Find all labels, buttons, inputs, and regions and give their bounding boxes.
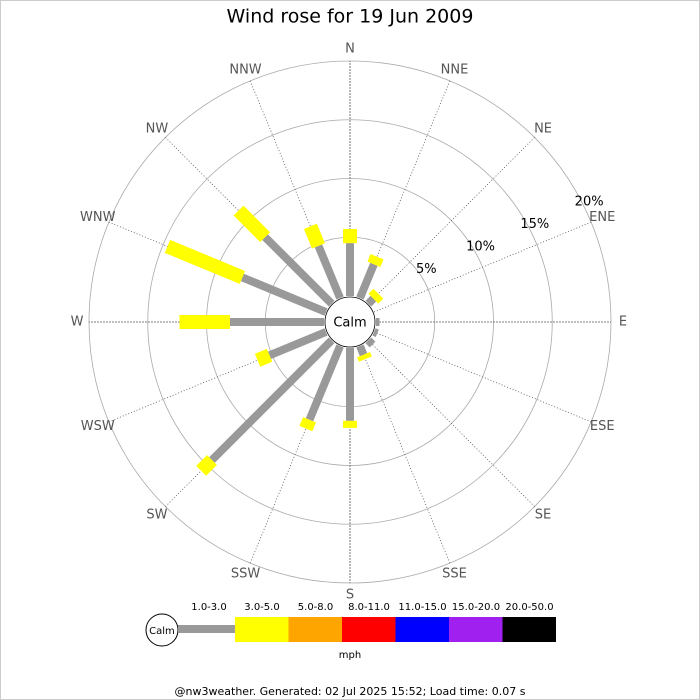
bar-segment [262,234,335,307]
bar-segment [267,328,328,360]
bar-segment [314,244,344,300]
bar-segment [365,295,377,307]
bar-segment [303,223,325,249]
direction-axis [373,221,592,313]
legend-swatch [502,617,556,642]
direction-label: N [345,42,355,57]
direction-label: W [71,315,84,330]
legend-label: 11.0-15.0 [398,602,446,613]
r-tick-label: 15% [520,217,549,232]
grid-ring [147,119,553,525]
direction-label: ENE [589,210,615,225]
bar-segment [164,239,246,284]
legend-label: 1.0-3.0 [191,602,226,613]
legend-label: 3.0-5.0 [244,602,279,613]
legend-swatch [235,617,289,642]
bar-segment [305,344,344,422]
legend-swatch [395,617,449,642]
direction-label: SSE [442,567,467,582]
bar-segment [367,254,384,268]
legend-swatch [178,625,235,633]
direction-axis [368,137,535,304]
legend-swatch [449,617,503,642]
bar-segment [299,417,316,432]
bar-segment [356,344,368,357]
direction-axis [359,345,451,564]
legend-swatch [342,617,396,642]
direction-label: SE [535,508,551,523]
unit-label: mph [339,650,361,661]
bar-segment [357,352,372,362]
direction-axis [373,331,592,423]
bar-segment [209,337,335,463]
calm-label: Calm [333,316,366,331]
footer: @nw3weather. Generated: 02 Jul 2025 15:5… [175,685,526,698]
r-tick-label: 5% [416,262,437,277]
bar-segment [196,455,217,476]
direction-label: SSW [231,567,261,582]
direction-label: WSW [81,419,115,434]
chart-title: Wind rose for 19 Jun 2009 [227,6,474,28]
direction-axis [368,340,535,507]
bar-segment [233,205,271,243]
bar-segment [240,273,328,316]
bar-segment [365,337,376,348]
bar-segment [356,262,378,300]
r-tick-label: 20% [575,195,604,210]
legend-label: 15.0-20.0 [452,602,500,613]
legend-calm-label: Calm [149,626,175,637]
direction-label: SW [146,508,167,523]
bar-segment [254,348,273,367]
legend-label: 20.0-50.0 [505,602,553,613]
direction-label: E [619,315,627,330]
legend-label: 8.0-11.0 [348,602,390,613]
direction-label: WNW [80,210,116,225]
bar-segment [372,328,379,337]
direction-label: ESE [590,419,615,434]
calm-circle [324,296,376,348]
legend-label: 5.0-8.0 [298,602,333,613]
direction-label: S [346,588,354,603]
r-tick-label: 10% [466,240,495,255]
direction-label: NE [534,121,552,136]
bar-segment [368,288,384,304]
direction-label: NNW [229,62,261,77]
legend-swatch [288,617,342,642]
direction-label: NW [146,121,169,136]
direction-label: NNE [441,62,469,77]
